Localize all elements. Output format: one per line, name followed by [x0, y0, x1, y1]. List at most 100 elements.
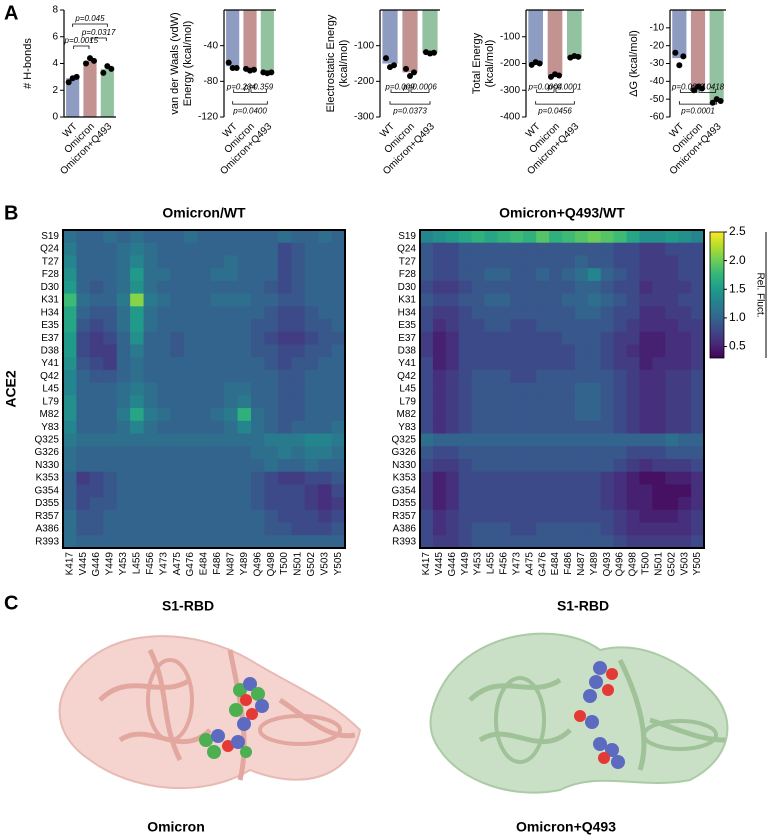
heatmap-cell [130, 420, 144, 434]
heatmap-cell [574, 268, 589, 282]
heatmap-cell [304, 535, 319, 549]
heatmap-cell [116, 433, 131, 447]
heatmap-cell [613, 319, 627, 333]
heatmap-cell [549, 319, 563, 333]
row-label: S19 [41, 231, 59, 242]
row-label: Q42 [40, 371, 59, 382]
col-label: Y505 [333, 552, 344, 576]
heatmap-cell [458, 420, 473, 434]
row-label: N330 [35, 460, 59, 471]
heatmap-cell [652, 230, 666, 244]
col-label: Y453 [473, 552, 484, 576]
heatmap-cell [484, 230, 498, 244]
heatmap-cell [291, 382, 306, 396]
heatmap-cell [277, 471, 292, 485]
y-tick-label: -80 [204, 76, 219, 87]
heatmap-cell [318, 344, 332, 358]
heatmap-cell [264, 230, 279, 244]
heatmap-cell [210, 293, 225, 307]
col-label: N487 [576, 552, 587, 576]
data-point [268, 69, 275, 76]
heatmap-cell [562, 319, 576, 333]
col-label: N487 [225, 552, 236, 576]
heatmap-cell [678, 420, 692, 434]
heatmap-cell [76, 230, 91, 244]
heatmap-cell [420, 497, 434, 511]
heatmap-cell [626, 319, 640, 333]
col-label: Y449 [105, 552, 116, 576]
heatmap-cell [549, 484, 563, 498]
heatmap-cell [562, 242, 576, 256]
heatmap-cell [331, 280, 346, 294]
heatmap-cell [639, 382, 653, 396]
bar [260, 10, 274, 73]
residue-spheres [199, 677, 269, 759]
heatmap-cell [458, 484, 473, 498]
data-point [536, 60, 543, 67]
heatmap-cell [613, 230, 627, 244]
heatmap-cell [497, 522, 511, 536]
heatmap-cell [63, 268, 77, 282]
heatmap-cell [237, 331, 252, 345]
heatmap-cell [665, 471, 679, 485]
heatmap-cell [536, 420, 550, 434]
heatmap-cell [318, 230, 332, 244]
heatmap-cell [264, 433, 279, 447]
col-label: Y473 [158, 552, 169, 576]
significance-bracket [535, 101, 575, 105]
heatmap-cell [89, 446, 104, 460]
heatmap-cell [691, 319, 705, 333]
heatmap-cell [497, 369, 511, 384]
heatmap-cell [626, 408, 640, 422]
heatmap-cell [536, 433, 550, 447]
heatmap-cell [331, 319, 346, 333]
heatmap-cell [574, 331, 589, 345]
heatmap-cell [210, 331, 225, 345]
heatmap-cell [170, 369, 185, 384]
heatmap-cell [157, 382, 171, 396]
heatmap-cell [264, 535, 279, 549]
heatmap-cell [116, 497, 131, 511]
row-label: M82 [40, 409, 60, 420]
heatmap-cell [562, 420, 576, 434]
heatmap-cell [143, 268, 158, 282]
heatmap-cell [264, 293, 279, 307]
heatmap-cell [157, 306, 171, 320]
bar [66, 78, 80, 117]
panel-c-title: S1-RBD [162, 598, 214, 614]
col-label: L455 [131, 552, 142, 575]
heatmap-cell [523, 293, 537, 307]
heatmap-cell [157, 433, 171, 447]
row-label: G354 [35, 485, 60, 496]
heatmap-cell [652, 280, 666, 294]
heatmap-cell [264, 344, 279, 358]
heatmap-cell [103, 230, 118, 244]
heatmap-cell [613, 522, 627, 536]
heatmap-cell [562, 280, 576, 294]
heatmap-cell [445, 484, 460, 498]
data-point [225, 59, 232, 66]
heatmap-cell [510, 535, 524, 549]
heatmap-cell [331, 344, 346, 358]
heatmap-cell [445, 382, 460, 396]
heatmap-cell [304, 522, 319, 536]
heatmap-cell [331, 522, 346, 536]
heatmap-cell [264, 268, 279, 282]
heatmap-cell [536, 255, 550, 269]
heatmap-cell [484, 433, 498, 447]
row-label: E35 [41, 320, 59, 331]
heatmap-cell [63, 484, 77, 498]
heatmap-cell [484, 535, 498, 549]
heatmap-cell [130, 484, 144, 498]
data-point [672, 49, 679, 56]
p-value: p=0.0004 [671, 82, 706, 91]
heatmap-cell [523, 331, 537, 345]
heatmap-cell [291, 293, 306, 307]
heatmap-cell [291, 319, 306, 333]
significance-bracket [250, 89, 267, 93]
heatmap-cell [197, 484, 212, 498]
heatmap-cell [665, 420, 679, 434]
row-label: K31 [398, 295, 416, 306]
heatmap-cell [103, 471, 118, 485]
heatmap-cell [277, 433, 292, 447]
